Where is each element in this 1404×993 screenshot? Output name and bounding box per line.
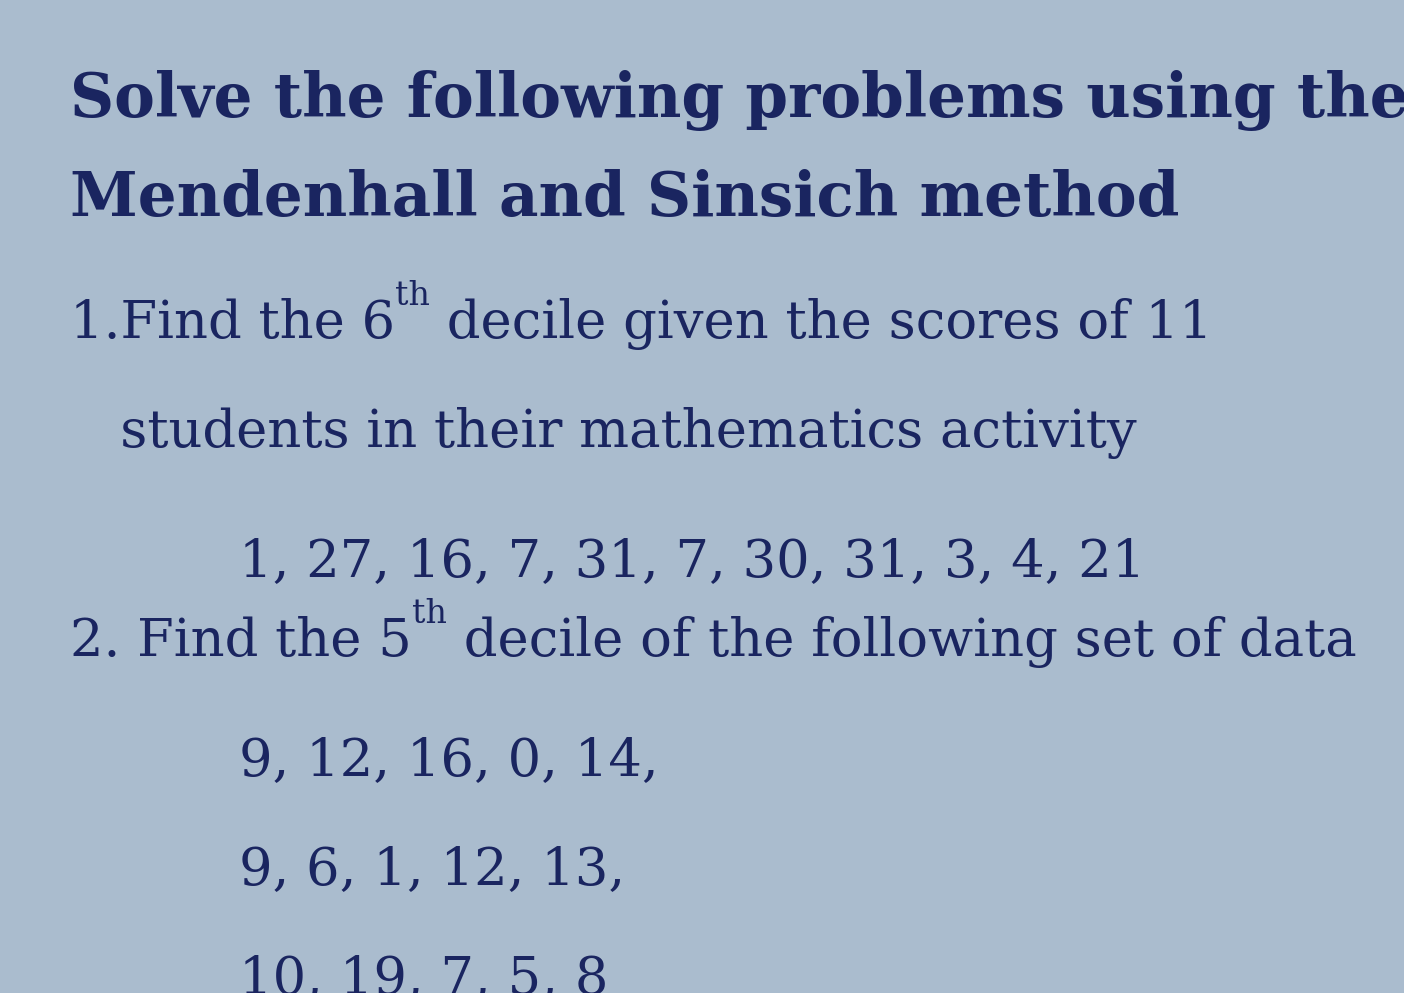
Text: 9, 6, 1, 12, 13,: 9, 6, 1, 12, 13, [239,844,625,895]
Text: students in their mathematics activity: students in their mathematics activity [70,407,1137,459]
Text: 9, 12, 16, 0, 14,: 9, 12, 16, 0, 14, [239,735,658,785]
Text: 1.Find the 6: 1.Find the 6 [70,298,396,349]
Text: decile given the scores of 11: decile given the scores of 11 [430,298,1213,350]
Text: 2. Find the 5: 2. Find the 5 [70,616,413,666]
Text: decile of the following set of data: decile of the following set of data [446,616,1356,667]
Text: 10, 19, 7, 5, 8: 10, 19, 7, 5, 8 [239,953,608,993]
Text: th: th [396,280,430,312]
Text: 1, 27, 16, 7, 31, 7, 30, 31, 3, 4, 21: 1, 27, 16, 7, 31, 7, 30, 31, 3, 4, 21 [239,536,1146,587]
Text: Solve the following problems using the: Solve the following problems using the [70,70,1404,130]
Text: th: th [413,598,446,630]
Text: Mendenhall and Sinsich method: Mendenhall and Sinsich method [70,169,1179,228]
